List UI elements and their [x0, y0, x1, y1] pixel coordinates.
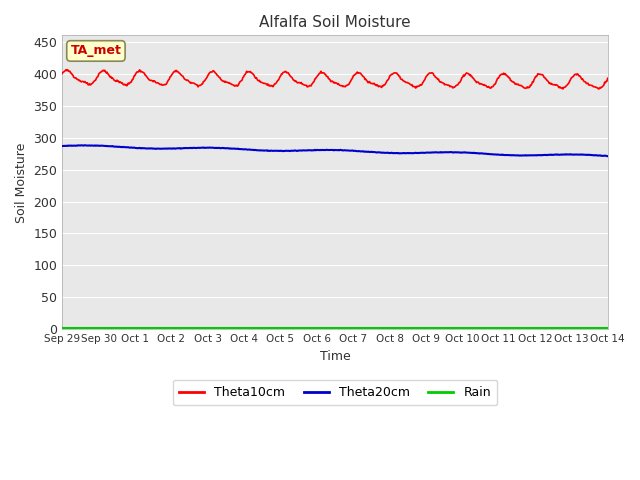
Text: TA_met: TA_met: [70, 45, 122, 58]
Y-axis label: Soil Moisture: Soil Moisture: [15, 142, 28, 223]
Title: Alfalfa Soil Moisture: Alfalfa Soil Moisture: [259, 15, 411, 30]
Legend: Theta10cm, Theta20cm, Rain: Theta10cm, Theta20cm, Rain: [173, 380, 497, 406]
X-axis label: Time: Time: [319, 350, 350, 363]
